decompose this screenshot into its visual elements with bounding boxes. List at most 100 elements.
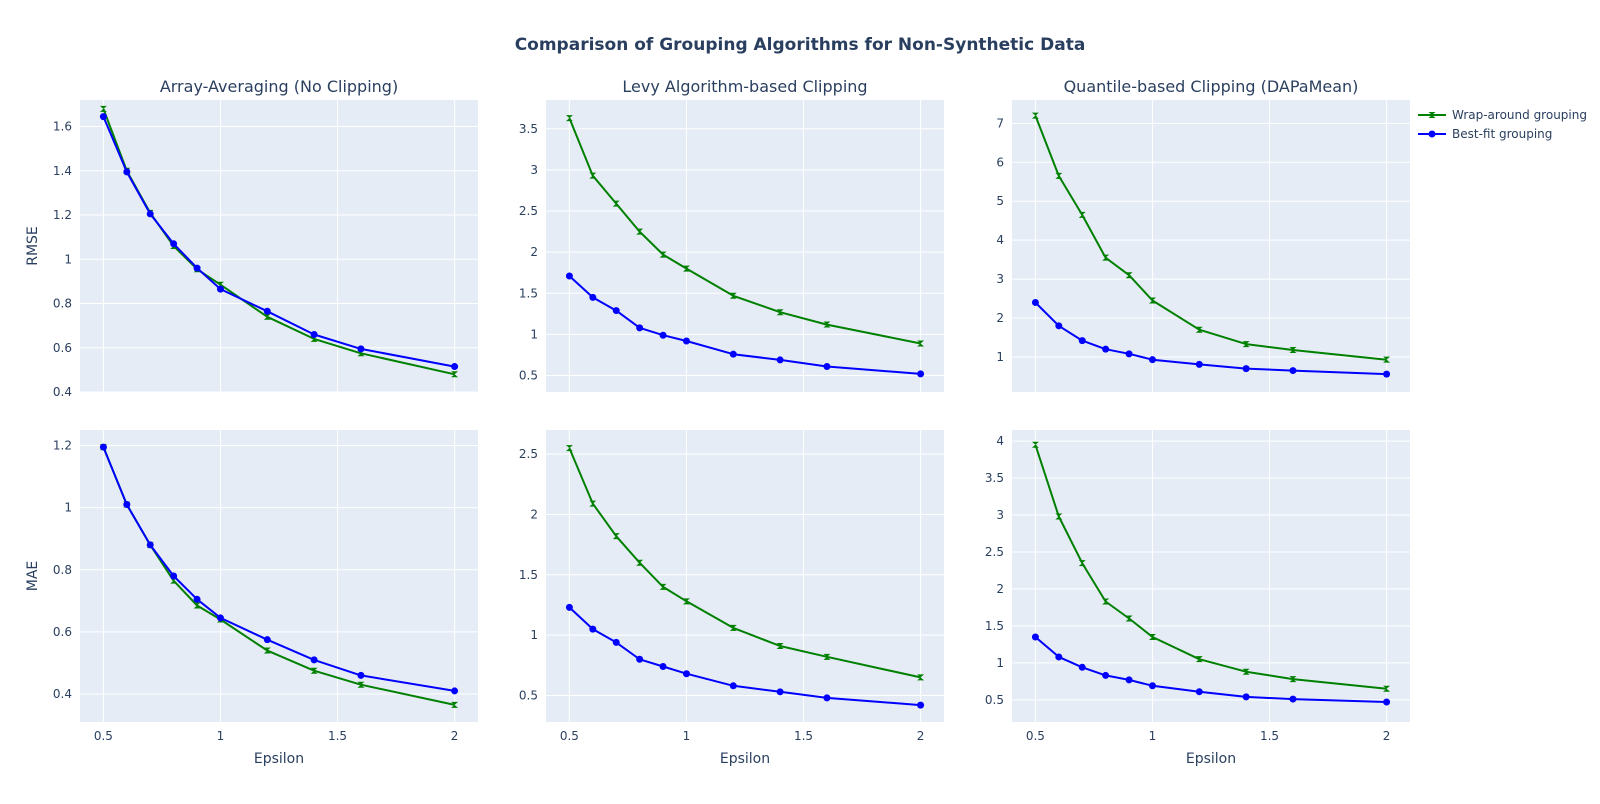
data-point-wrap-around[interactable]: [1195, 326, 1203, 333]
data-point-wrap-around[interactable]: [1102, 254, 1110, 261]
data-point-best-fit[interactable]: [357, 345, 365, 353]
data-point-best-fit[interactable]: [1148, 356, 1156, 364]
data-point-best-fit[interactable]: [682, 337, 690, 345]
data-point-best-fit[interactable]: [729, 350, 737, 358]
data-point-best-fit[interactable]: [1242, 365, 1250, 373]
data-point-wrap-around[interactable]: [310, 667, 318, 674]
data-point-wrap-around[interactable]: [682, 265, 690, 272]
data-point-best-fit[interactable]: [636, 324, 644, 332]
data-point-wrap-around[interactable]: [729, 292, 737, 299]
data-point-wrap-around[interactable]: [1242, 341, 1250, 348]
data-point-wrap-around[interactable]: [451, 701, 459, 708]
legend-item-best-fit[interactable]: Best-fit grouping: [1418, 127, 1552, 141]
data-point-best-fit[interactable]: [823, 694, 831, 702]
data-point-wrap-around[interactable]: [917, 674, 925, 681]
data-point-best-fit[interactable]: [193, 595, 201, 603]
data-point-wrap-around[interactable]: [823, 321, 831, 328]
data-point-wrap-around[interactable]: [1102, 598, 1110, 605]
data-point-wrap-around[interactable]: [565, 445, 573, 452]
data-point-wrap-around[interactable]: [1055, 513, 1063, 520]
data-point-best-fit[interactable]: [823, 363, 831, 371]
data-point-best-fit[interactable]: [659, 331, 667, 339]
data-point-wrap-around[interactable]: [917, 340, 925, 347]
data-point-best-fit[interactable]: [589, 625, 597, 633]
data-point-best-fit[interactable]: [1148, 682, 1156, 690]
data-point-wrap-around[interactable]: [1289, 346, 1297, 353]
data-point-best-fit[interactable]: [123, 501, 131, 509]
data-point-best-fit[interactable]: [146, 210, 154, 218]
data-point-best-fit[interactable]: [310, 330, 318, 338]
data-point-wrap-around[interactable]: [659, 251, 667, 258]
data-point-best-fit[interactable]: [1195, 688, 1203, 696]
data-point-best-fit[interactable]: [729, 682, 737, 690]
data-point-best-fit[interactable]: [776, 688, 784, 696]
data-point-best-fit[interactable]: [170, 240, 178, 248]
data-point-wrap-around[interactable]: [1289, 676, 1297, 683]
data-point-best-fit[interactable]: [146, 541, 154, 549]
data-point-best-fit[interactable]: [451, 363, 459, 371]
data-point-wrap-around[interactable]: [636, 559, 644, 566]
data-point-best-fit[interactable]: [589, 293, 597, 301]
data-point-wrap-around[interactable]: [682, 598, 690, 605]
data-point-best-fit[interactable]: [1055, 322, 1063, 330]
data-point-best-fit[interactable]: [216, 285, 224, 293]
data-point-wrap-around[interactable]: [99, 105, 107, 112]
data-point-best-fit[interactable]: [612, 307, 620, 315]
data-point-wrap-around[interactable]: [1242, 668, 1250, 675]
data-point-wrap-around[interactable]: [636, 228, 644, 235]
data-point-best-fit[interactable]: [1195, 360, 1203, 368]
data-point-best-fit[interactable]: [1125, 676, 1133, 684]
data-point-wrap-around[interactable]: [1055, 172, 1063, 179]
data-point-best-fit[interactable]: [612, 638, 620, 646]
data-point-wrap-around[interactable]: [659, 583, 667, 590]
legend-item-wrap-around[interactable]: Wrap-around grouping: [1418, 108, 1587, 122]
data-point-best-fit[interactable]: [357, 671, 365, 679]
data-point-wrap-around[interactable]: [612, 533, 620, 540]
data-point-best-fit[interactable]: [1383, 698, 1391, 706]
data-point-wrap-around[interactable]: [1078, 211, 1086, 218]
data-point-best-fit[interactable]: [917, 701, 925, 709]
data-point-best-fit[interactable]: [216, 614, 224, 622]
data-point-wrap-around[interactable]: [1148, 297, 1156, 304]
data-point-best-fit[interactable]: [565, 272, 573, 280]
data-point-best-fit[interactable]: [1031, 298, 1039, 306]
data-point-wrap-around[interactable]: [1031, 112, 1039, 119]
data-point-best-fit[interactable]: [659, 662, 667, 670]
data-point-best-fit[interactable]: [1055, 653, 1063, 661]
data-point-wrap-around[interactable]: [589, 172, 597, 179]
data-point-wrap-around[interactable]: [1383, 356, 1391, 363]
data-point-best-fit[interactable]: [1289, 367, 1297, 375]
data-point-best-fit[interactable]: [565, 603, 573, 611]
data-point-best-fit[interactable]: [1031, 633, 1039, 641]
data-point-best-fit[interactable]: [1383, 370, 1391, 378]
data-point-best-fit[interactable]: [263, 307, 271, 315]
data-point-wrap-around[interactable]: [1125, 615, 1133, 622]
data-point-wrap-around[interactable]: [776, 309, 784, 316]
data-point-best-fit[interactable]: [636, 655, 644, 663]
data-point-best-fit[interactable]: [123, 168, 131, 176]
data-point-wrap-around[interactable]: [729, 624, 737, 631]
data-point-best-fit[interactable]: [1242, 693, 1250, 701]
data-point-wrap-around[interactable]: [589, 500, 597, 507]
data-point-best-fit[interactable]: [776, 356, 784, 364]
data-point-wrap-around[interactable]: [1148, 633, 1156, 640]
data-point-best-fit[interactable]: [170, 572, 178, 580]
data-point-wrap-around[interactable]: [1125, 272, 1133, 279]
data-point-best-fit[interactable]: [1102, 345, 1110, 353]
data-point-wrap-around[interactable]: [823, 653, 831, 660]
data-point-wrap-around[interactable]: [193, 602, 201, 609]
data-point-wrap-around[interactable]: [1078, 560, 1086, 567]
data-point-wrap-around[interactable]: [1031, 441, 1039, 448]
data-point-wrap-around[interactable]: [1195, 656, 1203, 663]
data-point-best-fit[interactable]: [99, 113, 107, 121]
data-point-best-fit[interactable]: [263, 636, 271, 644]
data-point-best-fit[interactable]: [1078, 663, 1086, 671]
data-point-best-fit[interactable]: [917, 370, 925, 378]
data-point-wrap-around[interactable]: [263, 313, 271, 320]
data-point-best-fit[interactable]: [1102, 671, 1110, 679]
data-point-wrap-around[interactable]: [357, 681, 365, 688]
data-point-wrap-around[interactable]: [565, 115, 573, 122]
data-point-best-fit[interactable]: [1078, 337, 1086, 345]
data-point-wrap-around[interactable]: [451, 371, 459, 378]
data-point-wrap-around[interactable]: [612, 200, 620, 207]
